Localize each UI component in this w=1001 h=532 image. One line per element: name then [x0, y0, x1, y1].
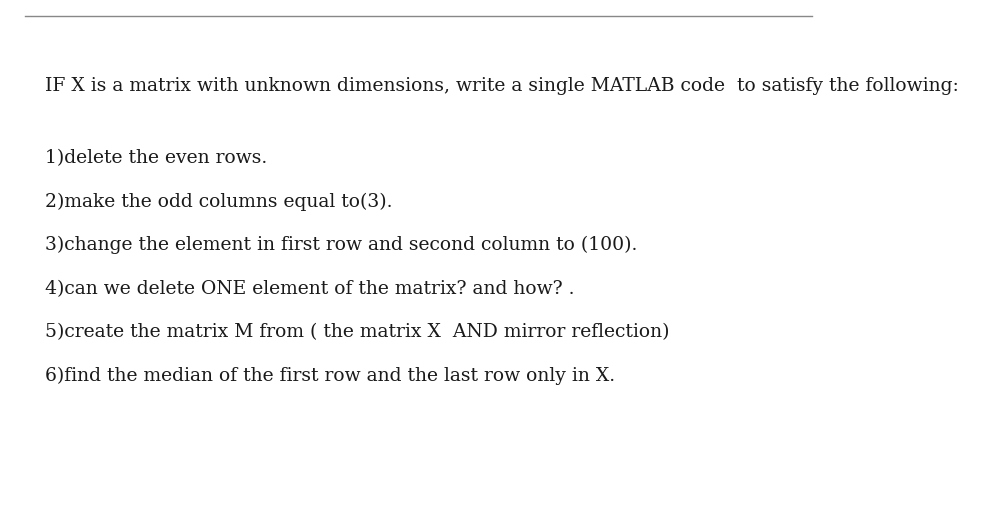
Text: 6)find the median of the first row and the last row only in X.: 6)find the median of the first row and t…	[45, 367, 616, 385]
Text: 1)delete the even rows.: 1)delete the even rows.	[45, 149, 267, 167]
Text: 4)can we delete ONE element of the matrix? and how? .: 4)can we delete ONE element of the matri…	[45, 280, 575, 298]
Text: 5)create the matrix M from ( the matrix X  AND mirror reflection): 5)create the matrix M from ( the matrix …	[45, 323, 670, 342]
Text: 2)make the odd columns equal to(3).: 2)make the odd columns equal to(3).	[45, 193, 392, 211]
Text: IF X is a matrix with unknown dimensions, write a single MATLAB code  to satisfy: IF X is a matrix with unknown dimensions…	[45, 77, 959, 95]
Text: 3)change the element in first row and second column to (100).: 3)change the element in first row and se…	[45, 236, 638, 254]
